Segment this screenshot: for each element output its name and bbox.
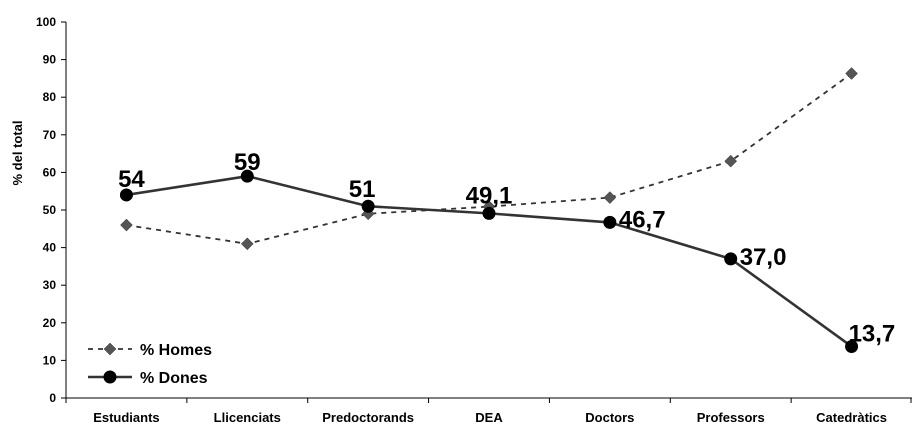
legend-label: % Dones xyxy=(140,370,208,387)
data-point xyxy=(361,199,375,213)
data-point xyxy=(240,169,254,183)
legend-marker xyxy=(103,342,117,356)
data-point xyxy=(845,339,859,353)
x-tick-label: Predoctorands xyxy=(322,410,414,425)
y-tick-label: 70 xyxy=(43,128,57,142)
y-tick-label: 30 xyxy=(43,278,57,292)
y-axis: 0 10 20 30 40 50 60 70 80 90 100 xyxy=(36,15,67,405)
data-label: 51 xyxy=(349,176,376,203)
data-point xyxy=(845,67,858,80)
data-label: 13,7 xyxy=(849,320,896,347)
y-tick-label: 60 xyxy=(43,165,57,179)
data-point xyxy=(724,252,738,266)
data-label: 37,0 xyxy=(740,244,787,271)
legend: % Homes % Dones xyxy=(88,342,212,387)
data-label: 59 xyxy=(234,149,261,176)
y-tick-label: 0 xyxy=(49,391,56,405)
data-label: 54 xyxy=(118,166,145,193)
y-tick-label: 50 xyxy=(43,203,57,217)
legend-label: % Homes xyxy=(140,342,212,359)
x-tick-label: Catedràtics xyxy=(816,410,887,425)
data-point xyxy=(724,154,738,168)
data-point xyxy=(119,188,133,202)
series-dones xyxy=(119,169,859,353)
x-axis: Estudiants Llicenciats Predoctorands DEA Doc… xyxy=(65,397,912,425)
y-tick-label: 80 xyxy=(43,90,57,104)
x-tick-label: Doctors xyxy=(585,410,634,425)
x-tick-label: DEA xyxy=(475,410,503,425)
data-label: 49,1 xyxy=(466,182,513,209)
legend-item: % Homes xyxy=(88,342,212,359)
y-tick-label: 40 xyxy=(43,241,57,255)
x-tick-label: Professors xyxy=(697,410,765,425)
data-labels: 54 59 51 49,1 46,7 37,0 13,7 xyxy=(118,149,895,347)
data-point xyxy=(603,191,617,204)
x-tick-label: Llicenciats xyxy=(214,410,281,425)
legend-item: % Dones xyxy=(88,370,208,387)
series-layer xyxy=(119,67,859,353)
data-label: 46,7 xyxy=(619,206,666,233)
data-point xyxy=(603,215,617,229)
y-tick-label: 100 xyxy=(36,15,56,29)
y-tick-label: 20 xyxy=(43,316,57,330)
y-axis-label: % del total xyxy=(10,120,25,185)
data-point xyxy=(240,237,254,251)
x-tick-label: Estudiants xyxy=(93,410,159,425)
data-point xyxy=(120,218,133,232)
series-homes xyxy=(120,67,858,251)
y-tick-label: 10 xyxy=(43,353,57,367)
data-point xyxy=(482,206,496,220)
legend-marker xyxy=(103,370,117,384)
y-tick-label: 90 xyxy=(43,53,57,67)
